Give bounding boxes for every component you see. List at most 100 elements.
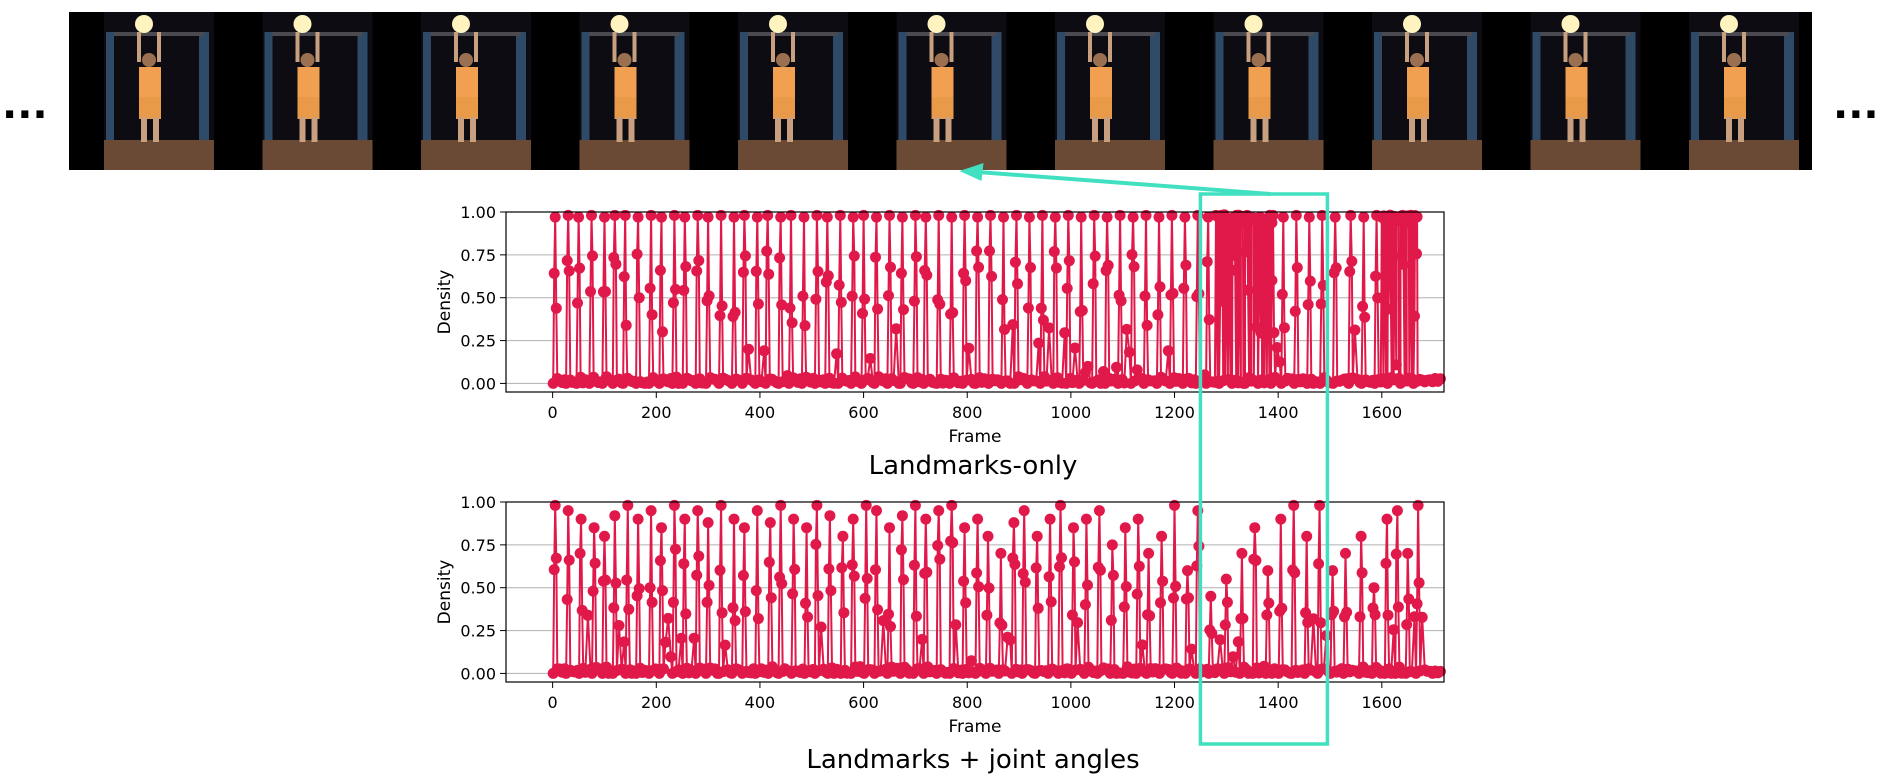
x-axis-label: Frame	[949, 717, 1002, 737]
data-point	[786, 317, 798, 329]
data-point	[933, 209, 945, 221]
data-point	[1411, 248, 1422, 260]
data-point	[946, 499, 958, 511]
data-point	[1328, 605, 1340, 617]
data-point	[1391, 505, 1403, 517]
data-point	[1069, 556, 1080, 568]
data-point	[871, 211, 882, 223]
chart-title: Landmarks + joint angles	[806, 745, 1139, 775]
data-point	[765, 592, 777, 604]
data-point	[1403, 593, 1415, 605]
data-point	[1186, 643, 1198, 655]
data-point	[587, 585, 599, 597]
data-point	[679, 211, 691, 223]
data-point	[1368, 582, 1380, 594]
filmstrip-frame	[1530, 12, 1641, 170]
data-point	[1370, 270, 1382, 282]
x-tick-label: 0	[548, 403, 558, 422]
data-point	[654, 264, 666, 276]
data-point	[660, 636, 672, 648]
data-point	[920, 513, 932, 525]
data-point	[1144, 610, 1156, 622]
data-point	[702, 211, 714, 223]
data-point	[1236, 547, 1248, 559]
data-point	[1082, 579, 1093, 591]
data-point	[1044, 513, 1056, 525]
data-point	[973, 581, 985, 593]
data-point	[632, 211, 644, 223]
data-point	[932, 540, 944, 551]
data-point	[1168, 592, 1179, 604]
filmstrip-frame	[1055, 12, 1165, 170]
data-point	[1313, 558, 1325, 570]
data-point	[633, 583, 645, 595]
data-point	[1022, 302, 1034, 314]
data-point	[1416, 611, 1428, 623]
data-point	[1356, 567, 1368, 579]
data-point	[981, 609, 993, 621]
data-point	[895, 267, 907, 279]
data-point	[1036, 209, 1048, 221]
data-point	[764, 517, 776, 529]
data-point	[1275, 513, 1287, 525]
data-point	[812, 266, 824, 277]
data-point	[1115, 295, 1127, 307]
data-point	[1055, 499, 1066, 511]
data-point	[776, 578, 788, 590]
data-point	[1340, 547, 1351, 559]
filmstrip-frame	[104, 12, 214, 170]
data-point	[646, 596, 658, 608]
data-point	[1031, 530, 1043, 542]
data-point	[848, 250, 860, 262]
data-point	[890, 323, 902, 335]
data-point	[1063, 255, 1075, 267]
data-point	[1009, 558, 1021, 570]
data-point	[737, 570, 749, 581]
x-tick-label: 0	[548, 693, 558, 712]
data-point	[859, 293, 871, 305]
data-point	[589, 557, 601, 569]
data-point	[1221, 596, 1233, 608]
data-point	[599, 211, 610, 223]
data-point	[678, 284, 690, 296]
data-point	[1123, 346, 1135, 358]
data-point	[870, 564, 881, 576]
data-point	[1141, 319, 1153, 331]
data-point	[1179, 211, 1191, 223]
data-point	[562, 209, 574, 221]
data-point	[998, 211, 1009, 223]
data-point	[921, 269, 933, 281]
data-point	[668, 499, 680, 511]
data-point	[972, 513, 984, 525]
data-point	[701, 596, 713, 608]
ellipsis-left: ...	[2, 82, 48, 128]
data-point	[619, 209, 631, 221]
x-tick-label: 1400	[1258, 403, 1299, 422]
filmstrip-frame	[1689, 12, 1799, 170]
data-point	[763, 556, 775, 568]
data-point	[1268, 327, 1280, 339]
data-point	[810, 538, 822, 550]
data-point	[1069, 342, 1081, 354]
data-point	[751, 505, 763, 517]
data-point	[679, 513, 691, 525]
data-point	[870, 251, 881, 263]
data-point	[1412, 499, 1424, 511]
data-point	[1087, 278, 1099, 290]
data-point	[789, 563, 801, 575]
data-point	[657, 585, 668, 597]
data-point	[548, 267, 560, 279]
data-point	[1390, 359, 1402, 371]
data-point	[1136, 639, 1148, 651]
data-point	[750, 585, 762, 597]
data-point	[997, 294, 1008, 306]
data-point	[1330, 262, 1342, 274]
data-point	[752, 298, 764, 310]
data-point	[613, 620, 625, 631]
data-point	[1289, 305, 1301, 317]
data-point	[618, 636, 630, 648]
data-point	[574, 262, 586, 274]
data-point	[692, 209, 704, 221]
data-point	[971, 245, 983, 257]
filmstrip-frame	[579, 12, 690, 170]
